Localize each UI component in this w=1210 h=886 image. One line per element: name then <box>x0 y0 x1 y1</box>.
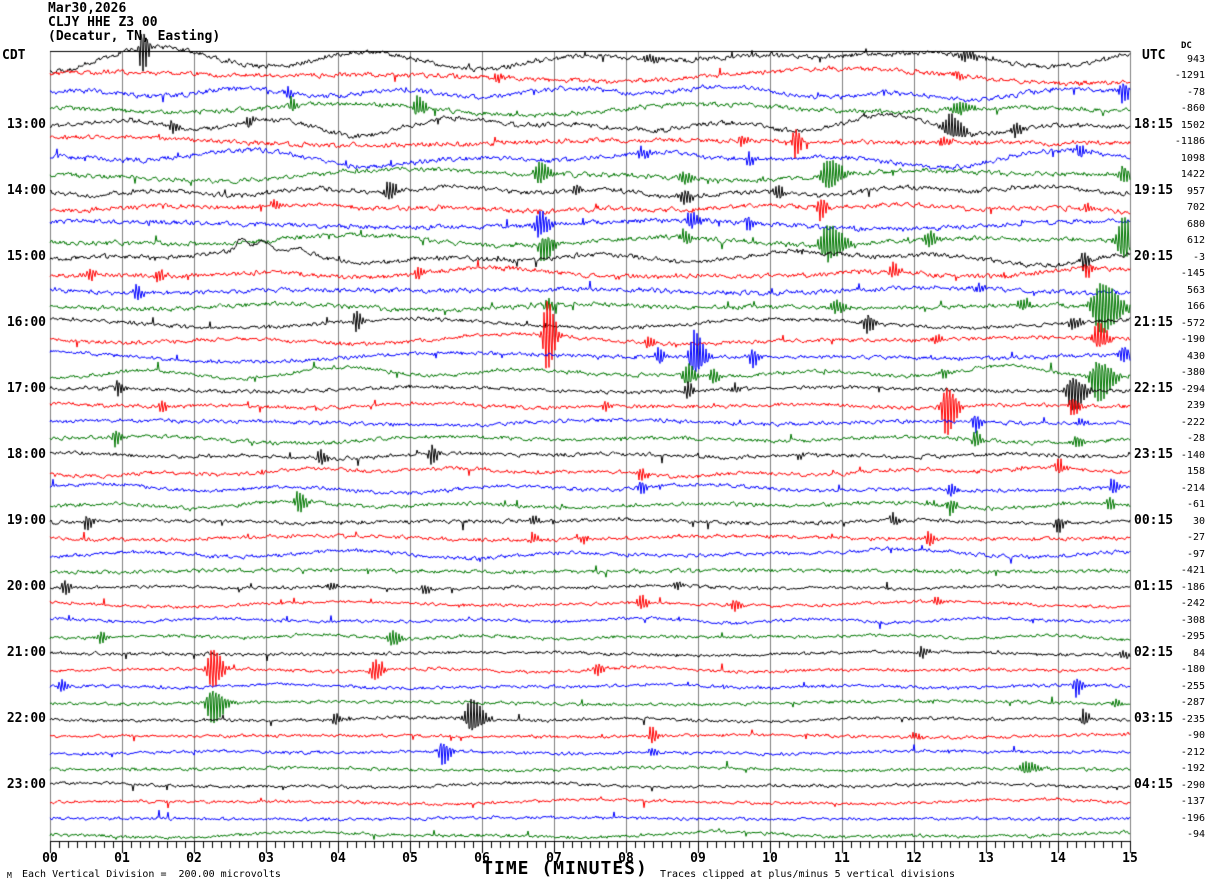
dc-value: -308 <box>1180 614 1205 626</box>
x-tick-label: 03 <box>258 851 274 866</box>
dc-value: -97 <box>1186 548 1205 560</box>
utc-time-label: 23:15 <box>1134 446 1174 462</box>
dc-value: 612 <box>1186 235 1205 246</box>
utc-time-label: 03:15 <box>1134 710 1174 726</box>
dc-value: -186 <box>1180 581 1205 593</box>
dc-value: 430 <box>1186 350 1205 362</box>
utc-time-label: 21:15 <box>1134 314 1174 330</box>
x-tick-label: 15 <box>1122 851 1138 866</box>
dc-value: -27 <box>1186 532 1205 543</box>
x-tick-label: 14 <box>1050 851 1066 866</box>
cdt-time-label: 18:00 <box>6 446 46 462</box>
dc-value: -380 <box>1180 367 1205 378</box>
cdt-time-label: 19:00 <box>6 512 46 528</box>
dc-value: -28 <box>1186 433 1205 444</box>
dc-value: -137 <box>1180 796 1205 807</box>
dc-value: 166 <box>1186 301 1205 312</box>
dc-value: -94 <box>1186 829 1205 840</box>
dc-value: -190 <box>1180 334 1205 345</box>
dc-value: -1291 <box>1174 70 1205 81</box>
x-tick-label: 12 <box>906 851 922 866</box>
cdt-time-label: 14:00 <box>6 182 46 198</box>
dc-value: -61 <box>1186 499 1205 510</box>
dc-value: -78 <box>1186 86 1205 98</box>
x-tick-label: 01 <box>114 851 130 866</box>
utc-time-label: 22:15 <box>1134 380 1174 396</box>
left-timezone-label: CDT <box>2 48 26 63</box>
x-tick-label: 13 <box>978 851 994 866</box>
dc-value: -140 <box>1180 449 1205 461</box>
dc-value: 563 <box>1186 284 1205 296</box>
dc-value: -572 <box>1180 317 1205 329</box>
dc-value: -295 <box>1180 631 1205 642</box>
utc-time-label: 20:15 <box>1134 248 1174 264</box>
x-axis-title: TIME (MINUTES) <box>482 858 648 879</box>
cdt-time-label: 15:00 <box>6 248 46 264</box>
utc-time-label: 18:15 <box>1134 116 1174 132</box>
cdt-time-label: 20:00 <box>6 578 46 594</box>
x-tick-label: 11 <box>834 851 850 866</box>
x-tick-label: 10 <box>762 851 778 866</box>
dc-value: 702 <box>1186 202 1205 213</box>
dc-value: 239 <box>1186 400 1205 411</box>
cdt-time-label: 13:00 <box>6 116 46 132</box>
dc-value: -287 <box>1180 697 1205 708</box>
dc-value: 30 <box>1192 515 1205 527</box>
title-station: CLJY HHE Z3 00 <box>48 15 158 30</box>
x-tick-label: 08 <box>618 851 634 866</box>
cdt-time-label: 16:00 <box>6 314 46 330</box>
x-tick-label: 04 <box>330 851 346 866</box>
dc-value: -290 <box>1180 779 1205 791</box>
dc-value: 680 <box>1186 218 1205 230</box>
dc-value: -212 <box>1180 746 1205 758</box>
cdt-time-label: 23:00 <box>6 776 46 792</box>
dc-value: -235 <box>1180 713 1205 725</box>
dc-value: -860 <box>1180 103 1205 114</box>
dc-value: -222 <box>1180 416 1205 428</box>
utc-time-label: 00:15 <box>1134 512 1174 528</box>
x-tick-label: 00 <box>42 851 58 866</box>
dc-value: -3 <box>1192 251 1205 263</box>
cdt-time-label: 22:00 <box>6 710 46 726</box>
watermark-logo: M <box>7 871 12 880</box>
dc-value: -421 <box>1180 565 1205 576</box>
utc-time-label: 04:15 <box>1134 776 1174 792</box>
clip-note: Traces clipped at plus/minus 5 vertical … <box>660 869 956 880</box>
right-timezone-label: UTC <box>1142 48 1166 63</box>
cdt-time-label: 21:00 <box>6 644 46 660</box>
utc-time-label: 19:15 <box>1134 182 1174 198</box>
dc-value: -180 <box>1180 664 1205 675</box>
dc-value: -145 <box>1180 268 1205 279</box>
dc-value: 84 <box>1192 647 1205 659</box>
dc-value: -214 <box>1180 482 1205 494</box>
dc-value: -1186 <box>1174 136 1205 147</box>
x-tick-label: 05 <box>402 851 418 866</box>
dc-value: 943 <box>1186 53 1205 65</box>
scale-note: Each Vertical Division = 200.00 microvol… <box>22 869 281 880</box>
dc-value: 957 <box>1186 185 1205 197</box>
utc-time-label: 02:15 <box>1134 644 1174 660</box>
dc-value: -255 <box>1180 680 1205 692</box>
dc-value: -192 <box>1180 763 1205 774</box>
dc-value: -196 <box>1180 812 1205 824</box>
title-date: Mar30,2026 <box>48 1 127 16</box>
dc-value: -242 <box>1180 598 1205 609</box>
x-tick-label: 02 <box>186 851 202 866</box>
dc-value: 1098 <box>1180 152 1205 164</box>
dc-value: 1422 <box>1180 169 1205 180</box>
x-tick-label: 09 <box>690 851 706 866</box>
utc-time-label: 01:15 <box>1134 578 1174 594</box>
title-location: (Decatur, TN, Easting) <box>48 29 221 44</box>
x-tick-label: 07 <box>546 851 562 866</box>
cdt-time-label: 17:00 <box>6 380 46 396</box>
dc-value: 1502 <box>1180 119 1205 131</box>
dc-column-header: DC <box>1181 41 1192 51</box>
dc-value: -294 <box>1180 383 1205 395</box>
dc-value: -90 <box>1186 730 1205 741</box>
dc-value: 158 <box>1186 466 1205 477</box>
x-tick-label: 06 <box>474 851 490 866</box>
